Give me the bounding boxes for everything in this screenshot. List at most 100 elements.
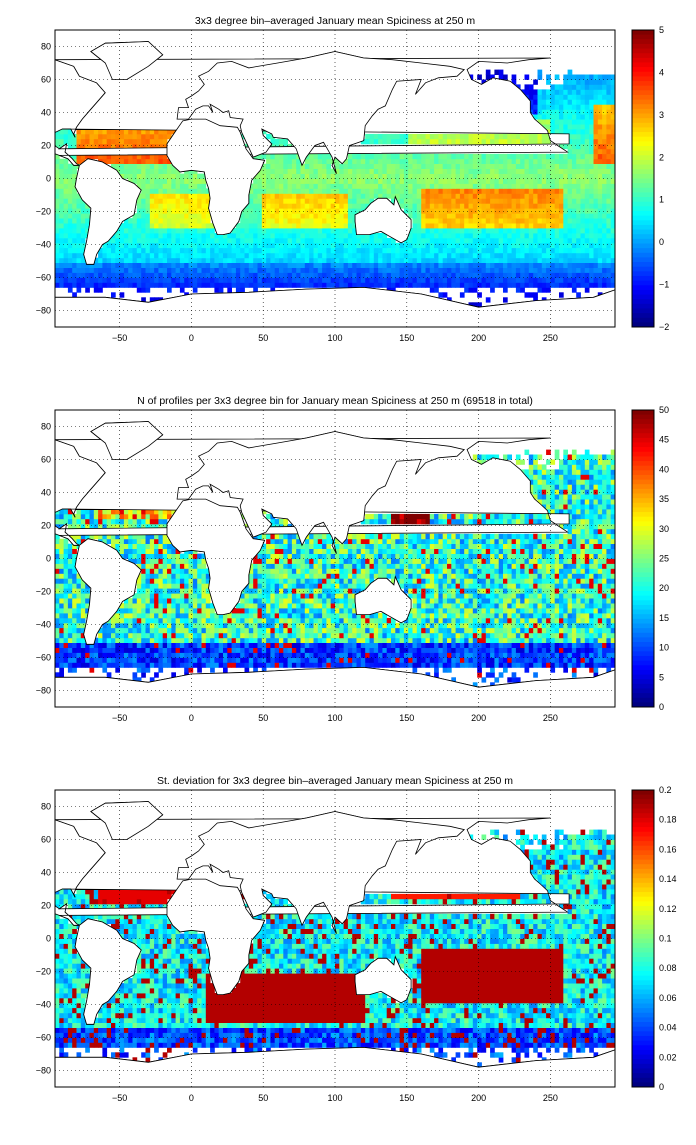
data-cell	[301, 179, 306, 184]
data-cell	[344, 164, 349, 169]
data-cell	[542, 263, 547, 268]
data-cell	[128, 623, 133, 628]
data-cell	[357, 203, 362, 208]
data-cell	[309, 253, 314, 258]
data-cell	[361, 278, 366, 283]
colorbar-segment	[632, 304, 654, 309]
data-cell	[120, 292, 125, 297]
data-cell	[443, 238, 448, 243]
data-cell	[585, 243, 590, 248]
data-cell	[417, 648, 422, 653]
data-cell	[107, 273, 112, 278]
data-cell	[167, 218, 172, 223]
data-cell	[503, 248, 508, 253]
data-cell	[555, 248, 560, 253]
data-cell	[421, 263, 426, 268]
data-cell	[146, 243, 151, 248]
data-cell	[589, 658, 594, 663]
data-cell	[391, 243, 396, 248]
data-cell	[443, 134, 448, 139]
data-cell	[275, 198, 280, 203]
data-cell	[408, 238, 413, 243]
data-cell	[318, 628, 323, 633]
data-cell	[193, 658, 198, 663]
data-cell	[507, 174, 512, 179]
data-cell	[602, 159, 607, 164]
data-cell	[283, 198, 288, 203]
data-cell	[301, 208, 306, 213]
data-cell	[202, 273, 207, 278]
data-cell	[154, 184, 159, 189]
data-cell	[240, 228, 245, 233]
data-cell	[499, 184, 504, 189]
data-cell	[111, 238, 116, 243]
data-cell	[314, 643, 319, 648]
data-cell	[348, 164, 353, 169]
data-cell	[171, 633, 176, 638]
data-cell	[499, 282, 504, 287]
data-cell	[344, 638, 349, 643]
data-cell	[563, 273, 568, 278]
data-cell	[456, 278, 461, 283]
data-cell	[266, 218, 271, 223]
data-cell	[400, 648, 405, 653]
data-cell	[258, 643, 263, 648]
data-cell	[542, 643, 547, 648]
data-cell	[520, 169, 525, 174]
data-cell	[219, 623, 224, 628]
data-cell	[180, 228, 185, 233]
data-cell	[210, 628, 215, 633]
data-cell	[219, 638, 224, 643]
data-cell	[421, 213, 426, 218]
data-cell	[184, 667, 189, 672]
data-cell	[460, 263, 465, 268]
data-cell	[529, 282, 534, 287]
data-cell	[326, 638, 331, 643]
data-cell	[249, 248, 254, 253]
data-cell	[90, 282, 95, 287]
data-cell	[550, 248, 555, 253]
data-cell	[365, 282, 370, 287]
data-cell	[503, 198, 508, 203]
data-cell	[193, 282, 198, 287]
data-cell	[374, 278, 379, 283]
data-cell	[370, 174, 375, 179]
data-cell	[365, 159, 370, 164]
data-cell	[111, 282, 116, 287]
data-cell	[512, 75, 517, 80]
data-cell	[301, 658, 306, 663]
data-cell	[197, 218, 202, 223]
data-cell	[189, 278, 194, 283]
data-cell	[322, 278, 327, 283]
data-cell	[322, 263, 327, 268]
data-cell	[163, 198, 168, 203]
data-cell	[258, 662, 263, 667]
data-cell	[77, 258, 82, 263]
data-cell	[581, 248, 586, 253]
data-cell	[542, 154, 547, 159]
data-cell	[555, 228, 560, 233]
data-cell	[296, 623, 301, 628]
data-cell	[94, 643, 99, 648]
data-cell	[189, 193, 194, 198]
data-cell	[171, 268, 176, 273]
data-cell	[602, 114, 607, 119]
data-cell	[503, 297, 508, 302]
data-cell	[490, 169, 495, 174]
data-cell	[214, 648, 219, 653]
data-cell	[163, 188, 168, 193]
data-cell	[189, 633, 194, 638]
data-cell	[568, 228, 573, 233]
data-cell	[374, 273, 379, 278]
data-cell	[352, 174, 357, 179]
data-cell	[602, 633, 607, 638]
data-cell	[589, 243, 594, 248]
data-cell	[352, 638, 357, 643]
data-cell	[72, 628, 77, 633]
data-cell	[344, 184, 349, 189]
data-cell	[602, 253, 607, 258]
data-cell	[296, 638, 301, 643]
data-cell	[318, 223, 323, 228]
data-cell	[154, 638, 159, 643]
data-cell	[339, 223, 344, 228]
